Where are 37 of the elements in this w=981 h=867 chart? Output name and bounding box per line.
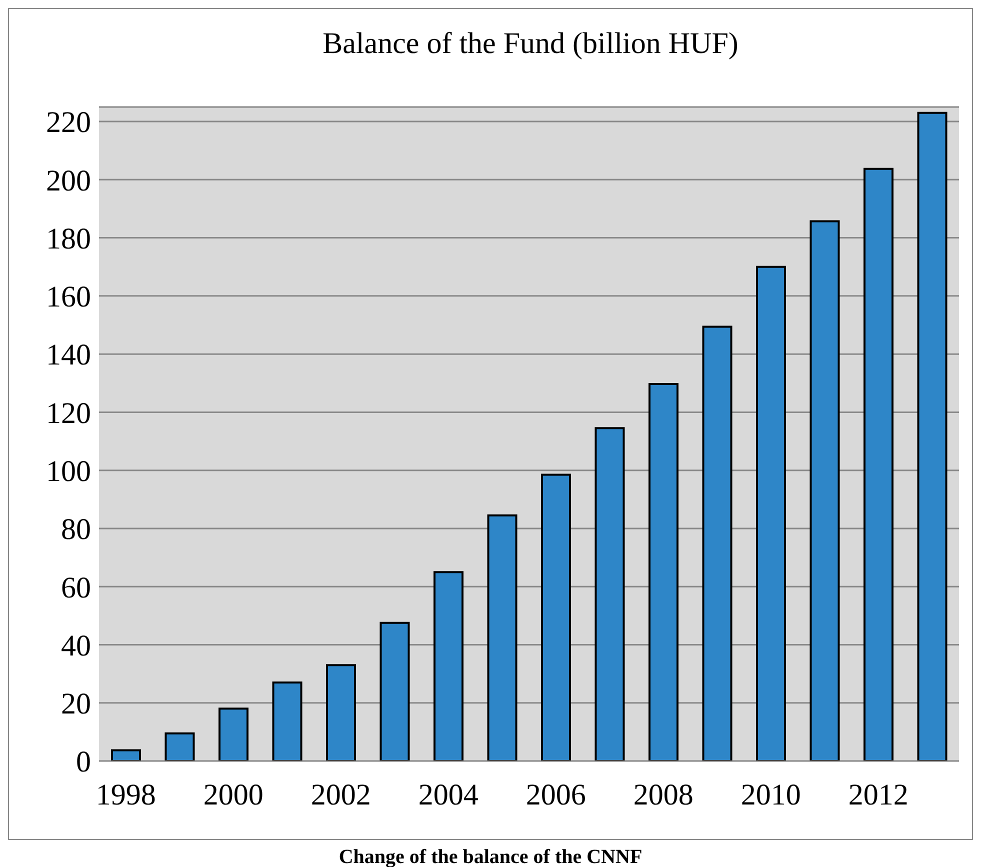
bar (702, 326, 732, 761)
bar (864, 168, 894, 761)
bar (917, 112, 948, 761)
bar (164, 732, 195, 761)
x-tick-label: 2004 (418, 778, 478, 812)
bar (487, 514, 518, 761)
y-tick-label: 120 (46, 396, 91, 430)
y-tick-label: 160 (46, 280, 91, 314)
y-tick-label: 40 (61, 629, 91, 662)
y-tick-label: 100 (46, 454, 91, 488)
bar (541, 474, 571, 761)
y-tick-label: 200 (46, 164, 91, 198)
x-tick-label: 1998 (96, 778, 156, 812)
bar (648, 383, 678, 761)
bar (380, 622, 410, 761)
y-tick-label: 140 (46, 338, 91, 372)
x-tick-label: 2012 (848, 778, 908, 812)
y-tick-label: 60 (61, 571, 91, 604)
bar (434, 571, 464, 761)
bar (594, 427, 625, 761)
bar (810, 220, 840, 761)
y-tick-label: 220 (46, 106, 91, 140)
bar (111, 749, 141, 761)
bar (756, 266, 786, 761)
chart-title: Balance of the Fund (billion HUF) (322, 26, 740, 62)
x-tick-label: 2000 (203, 778, 264, 812)
y-tick-label: 0 (76, 746, 91, 779)
x-tick-label: 2002 (310, 778, 371, 812)
bar (326, 664, 356, 761)
y-tick-label: 20 (61, 688, 91, 721)
bar (218, 708, 248, 761)
y-tick-label: 180 (46, 222, 91, 256)
x-tick-label: 2006 (526, 778, 586, 812)
bar (272, 682, 302, 761)
x-tick-label: 2010 (740, 778, 801, 812)
y-tick-label: 80 (61, 513, 91, 546)
x-tick-label: 2008 (633, 778, 694, 812)
